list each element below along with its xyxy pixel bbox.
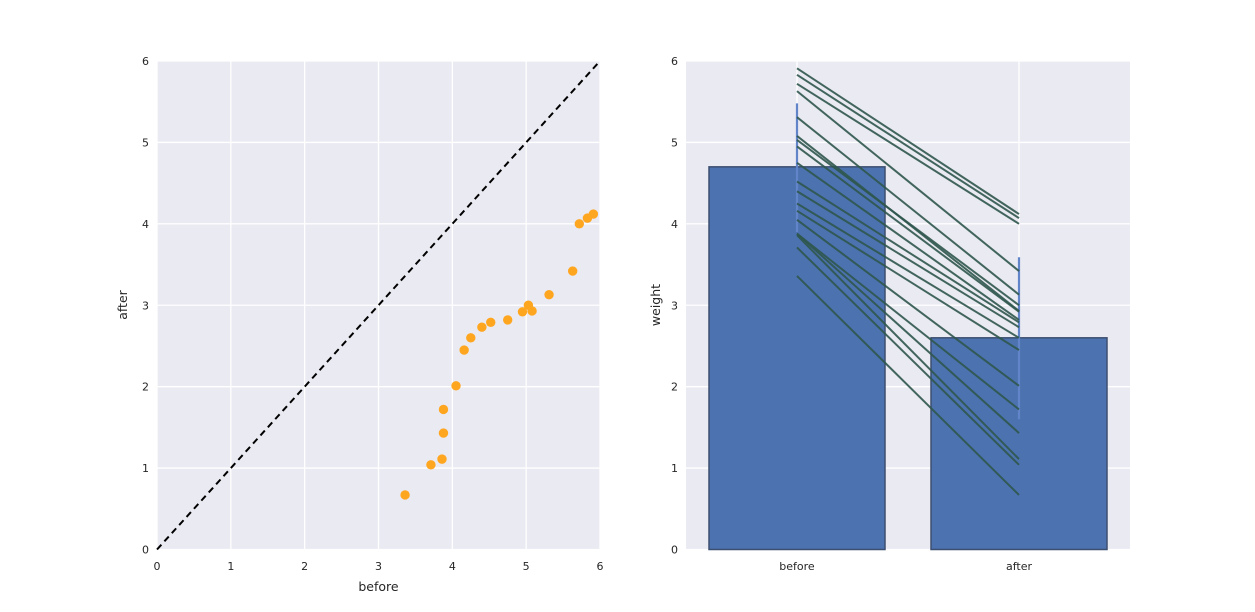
bar-y-tick-label: 2 bbox=[671, 381, 678, 394]
paired-line bbox=[796, 74, 1020, 219]
scatter-point bbox=[588, 209, 599, 219]
scatter-point bbox=[438, 404, 449, 415]
scatter-x-tick-label: 3 bbox=[375, 560, 382, 573]
paired-line bbox=[796, 246, 1020, 466]
scatter-point bbox=[517, 307, 528, 317]
paired-line bbox=[796, 145, 1020, 313]
bar-y-tick-label: 5 bbox=[671, 136, 678, 149]
paired-line bbox=[796, 232, 1020, 411]
scatter-y-tick-label: 2 bbox=[142, 381, 149, 394]
scatter-point bbox=[451, 381, 461, 391]
bar-y-tick-label: 0 bbox=[671, 544, 678, 557]
paired-line bbox=[796, 275, 1020, 496]
scatter-x-tick-label: 6 bbox=[597, 560, 604, 573]
paired-line bbox=[796, 218, 1020, 387]
paired-line bbox=[796, 232, 1020, 434]
scatter-point bbox=[426, 460, 436, 470]
scatter-point bbox=[466, 333, 476, 343]
scatter-y-tick-label: 0 bbox=[142, 544, 149, 557]
paired-line bbox=[796, 190, 1020, 329]
bar-y-tick-label: 1 bbox=[671, 462, 678, 475]
scatter-point bbox=[527, 306, 537, 316]
bar-category-label: before bbox=[779, 560, 815, 573]
paired-line bbox=[796, 82, 1020, 225]
paired-line bbox=[796, 202, 1020, 339]
scatter-point bbox=[544, 289, 554, 300]
scatter-point bbox=[574, 219, 585, 229]
scatter-y-tick-label: 6 bbox=[142, 55, 149, 68]
scatter-y-tick-label: 4 bbox=[142, 218, 149, 231]
paired-line bbox=[796, 90, 1020, 272]
paired-line bbox=[796, 209, 1020, 351]
scatter-x-tick-label: 2 bbox=[301, 560, 308, 573]
bar-y-tick-label: 3 bbox=[671, 299, 678, 312]
paired-line bbox=[796, 161, 1020, 321]
paired-line bbox=[796, 67, 1020, 215]
scatter-y-tick-label: 5 bbox=[142, 136, 149, 149]
scatter-point bbox=[438, 428, 449, 438]
scatter-point bbox=[503, 315, 513, 325]
scatter-x-tick-label: 0 bbox=[154, 560, 161, 573]
scatter-point bbox=[400, 490, 410, 500]
scatter-xlabel: before bbox=[358, 579, 399, 594]
scatter-point bbox=[437, 454, 447, 464]
bar-ylabel: weight bbox=[648, 283, 663, 327]
paired-line bbox=[796, 116, 1020, 296]
scatter-y-tick-label: 3 bbox=[142, 299, 149, 312]
scatter-x-tick-label: 5 bbox=[523, 560, 530, 573]
paired-line bbox=[796, 234, 1020, 460]
scatter-y-tick-label: 1 bbox=[142, 462, 149, 475]
bar-category-label: after bbox=[1006, 560, 1033, 573]
paired-line bbox=[796, 180, 1020, 324]
scatter-ylabel: after bbox=[115, 290, 130, 320]
scatter-x-tick-label: 4 bbox=[449, 560, 456, 573]
scatter-point bbox=[567, 266, 578, 276]
bar-y-tick-label: 4 bbox=[671, 218, 678, 231]
paired-line bbox=[796, 135, 1020, 312]
scatter-point bbox=[486, 317, 496, 328]
scatter-point bbox=[459, 345, 469, 355]
bar-y-tick-label: 6 bbox=[671, 55, 678, 68]
scatter-point bbox=[477, 322, 487, 332]
scatter-x-tick-label: 1 bbox=[227, 560, 234, 573]
